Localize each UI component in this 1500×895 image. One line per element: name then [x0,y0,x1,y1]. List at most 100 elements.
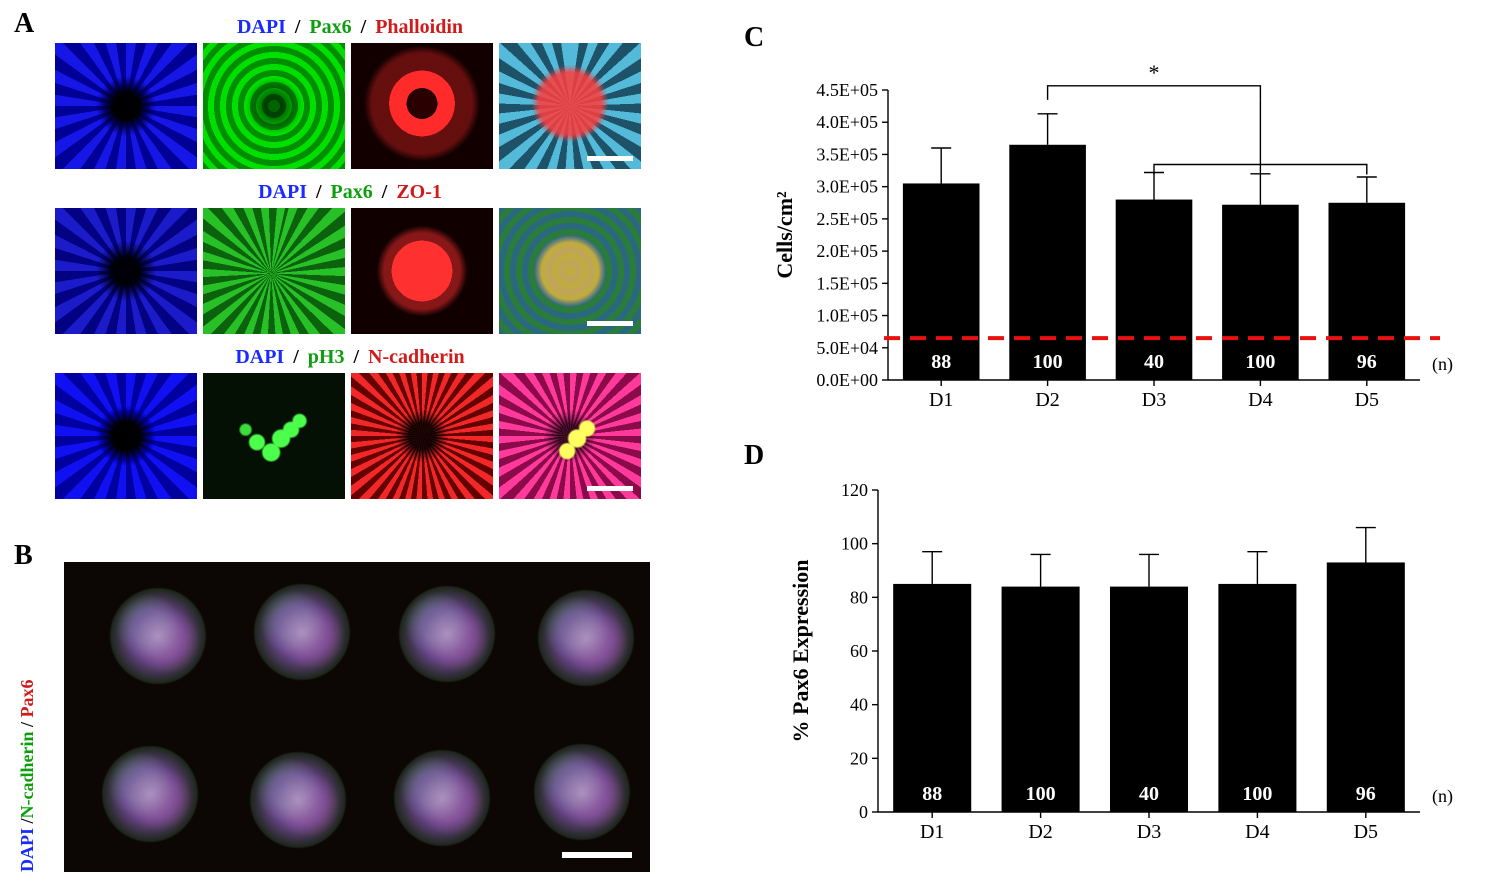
panel-a-row-3: DAPI / pH3 / N-cadherin [55,346,645,499]
panel-label-b: B [14,540,33,572]
panel-b-field [64,562,650,872]
stain-name: DAPI [17,824,37,873]
micrograph-row-2 [55,208,645,334]
svg-text:2.5E+05: 2.5E+05 [816,209,878,229]
svg-text:100: 100 [1242,783,1272,805]
micrograph-row-3 [55,373,645,499]
scalebar [587,321,633,326]
svg-text:D2: D2 [1028,821,1052,843]
panel-label-c: C [744,22,764,54]
panel-b: DAPI /N-cadherin / Pax6 [42,562,652,872]
svg-text:4.0E+05: 4.0E+05 [816,112,878,132]
scalebar [587,156,633,161]
stain-name: N-cadherin [17,727,37,819]
svg-text:100: 100 [1033,351,1063,373]
svg-text:4.5E+05: 4.5E+05 [816,80,878,100]
svg-text:D4: D4 [1248,389,1272,411]
stain-name: pH3 [306,346,347,368]
scalebar [587,486,633,491]
stain-name: / [346,346,366,368]
colony [399,586,495,682]
bar [1327,562,1405,812]
stain-name: DAPI [256,181,309,203]
stain-name: DAPI [233,346,286,368]
micrograph [203,208,345,334]
svg-text:D1: D1 [929,389,953,411]
figure: A B C D DAPI / Pax6 / Phalloidin DAPI / … [0,0,1500,895]
panel-b-stain-label: DAPI /N-cadherin / Pax6 [17,679,38,872]
stain-name: N-cadherin [366,346,467,368]
colony [538,590,634,686]
colony [534,744,630,840]
stain-name: Phalloidin [373,16,465,38]
stain-name: / [309,181,329,203]
panel-label-d: D [744,440,764,472]
stain-name: Pax6 [307,16,353,38]
svg-text:(n): (n) [1432,786,1453,807]
micrograph [203,373,345,499]
svg-text:40: 40 [850,695,868,715]
stain-name: / [354,16,374,38]
svg-text:60: 60 [850,641,868,661]
bar [1009,145,1086,380]
svg-text:40: 40 [1144,351,1164,373]
svg-text:0: 0 [859,802,868,822]
svg-text:120: 120 [841,480,868,500]
stain-title-3: DAPI / pH3 / N-cadherin [55,346,645,369]
stain-name: / [17,717,37,727]
stain-title-1: DAPI / Pax6 / Phalloidin [55,16,645,39]
stain-name: / [288,16,308,38]
svg-text:100: 100 [841,534,868,554]
micrograph [499,208,641,334]
colony [254,584,350,680]
svg-text:D4: D4 [1245,821,1269,843]
stain-name: / [375,181,395,203]
svg-text:5.0E+04: 5.0E+04 [816,338,878,358]
svg-text:*: * [1149,60,1160,85]
svg-text:100: 100 [1026,783,1056,805]
svg-text:96: 96 [1356,783,1376,805]
svg-text:D5: D5 [1354,821,1378,843]
micrograph-row-1 [55,43,645,169]
bar [893,584,971,812]
stain-name: Pax6 [17,679,37,717]
micrograph [351,208,493,334]
panel-a: DAPI / Pax6 / Phalloidin DAPI / Pax6 / Z… [55,16,645,511]
scalebar [562,852,632,858]
svg-text:3.5E+05: 3.5E+05 [816,144,878,164]
stain-name: / [286,346,306,368]
panel-a-row-1: DAPI / Pax6 / Phalloidin [55,16,645,169]
svg-text:96: 96 [1357,351,1377,373]
chart-d-svg: 020406080100120% Pax6 ExpressionD188D210… [770,460,1470,860]
svg-text:1.0E+05: 1.0E+05 [816,306,878,326]
panel-label-a: A [14,8,34,40]
svg-text:D3: D3 [1142,389,1166,411]
svg-text:(n): (n) [1432,354,1453,375]
svg-text:D3: D3 [1137,821,1161,843]
chart-d: 020406080100120% Pax6 ExpressionD188D210… [770,460,1470,865]
bar [1218,584,1296,812]
svg-text:80: 80 [850,587,868,607]
svg-text:40: 40 [1139,783,1159,805]
micrograph [351,373,493,499]
svg-text:88: 88 [931,351,951,373]
stain-name: / [17,818,37,823]
bar [1110,587,1188,812]
chart-c-svg: 0.0E+005.0E+041.0E+051.5E+052.0E+052.5E+… [770,36,1470,426]
svg-text:D5: D5 [1355,389,1379,411]
svg-text:100: 100 [1245,351,1275,373]
bar [1002,587,1080,812]
panel-a-row-2: DAPI / Pax6 / ZO-1 [55,181,645,334]
svg-text:0.0E+00: 0.0E+00 [816,370,878,390]
micrograph [55,43,197,169]
micrograph [203,43,345,169]
y-axis-label: Cells/cm² [772,191,797,279]
stain-name: Pax6 [329,181,375,203]
micrograph [55,208,197,334]
svg-text:20: 20 [850,748,868,768]
colony [110,588,206,684]
svg-text:2.0E+05: 2.0E+05 [816,241,878,261]
svg-text:88: 88 [922,783,942,805]
micrograph [351,43,493,169]
micrograph [499,43,641,169]
